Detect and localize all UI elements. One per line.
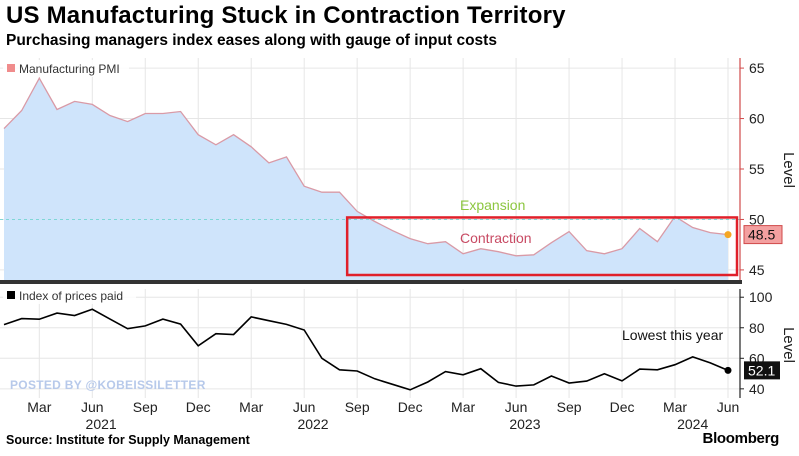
pmi-legend-label: Manufacturing PMI [19, 62, 120, 76]
x-tick-label: Dec [398, 399, 423, 415]
contraction-label: Contraction [460, 230, 532, 246]
chart-subtitle: Purchasing managers index eases along wi… [6, 32, 497, 49]
pmi-area [4, 78, 728, 280]
x-tick-label: Dec [186, 399, 211, 415]
x-tick-label: Sep [345, 399, 370, 415]
x-tick-label: Jun [717, 399, 740, 415]
x-tick-label: Sep [133, 399, 158, 415]
pmi-last-value-box [743, 225, 783, 245]
pmi-y-tick-label: 55 [749, 161, 765, 177]
prices-legend-label: Index of prices paid [19, 289, 123, 303]
prices-legend-bg [3, 287, 136, 304]
prices-y-tick-label: 40 [749, 381, 765, 397]
x-year-label: 2022 [297, 416, 328, 432]
pmi-legend-bg [3, 60, 129, 77]
pmi-y-tick-label: 45 [749, 262, 765, 278]
pmi-y-tick-label: 50 [749, 211, 765, 227]
prices-paid-line [3, 308, 729, 391]
prices-y-tick-label: 80 [749, 320, 765, 336]
prices-y-axis-label: Level [780, 327, 797, 363]
prices-last-value-box [744, 361, 780, 380]
contraction-highlight-box [345, 216, 739, 277]
prices-endpoint-dot [724, 366, 732, 374]
x-tick-label: Jun [81, 399, 104, 415]
x-year-label: 2024 [677, 416, 708, 432]
chart-labels: Manufacturing PMI Index of prices paid Exp… [3, 60, 783, 380]
source-note: Source: Institute for Supply Management [6, 433, 250, 447]
prices-legend-swatch [7, 291, 15, 299]
pmi-y-axis-label: Level [780, 152, 797, 188]
x-tick-label: Mar [451, 399, 475, 415]
lowest-this-year-label: Lowest this year [622, 327, 723, 343]
expansion-label: Expansion [460, 197, 525, 213]
x-tick-label: Mar [239, 399, 263, 415]
data-marks [724, 231, 732, 374]
pmi-last-value: 48.5 [748, 227, 775, 243]
x-tick-label: Sep [557, 399, 582, 415]
x-tick-label: Mar [27, 399, 51, 415]
pmi-y-tick-label: 60 [749, 111, 765, 127]
x-year-label: 2023 [509, 416, 540, 432]
panel-separator [0, 280, 742, 284]
x-tick-label: Jun [505, 399, 528, 415]
prices-y-tick-label: 100 [749, 289, 773, 305]
chart-title: US Manufacturing Stuck in Contraction Te… [6, 2, 566, 29]
pmi-endpoint-dot [724, 231, 732, 239]
x-tick-label: Mar [663, 399, 687, 415]
x-tick-label: Dec [610, 399, 635, 415]
bloomberg-logo: Bloomberg [702, 430, 780, 447]
watermark: POSTED BY @KOBEISSILETTER [10, 378, 206, 392]
x-year-label: 2021 [86, 416, 117, 432]
x-tick-label: Jun [293, 399, 316, 415]
pmi-y-tick-label: 65 [749, 60, 765, 76]
prices-last-value: 52.1 [748, 362, 775, 378]
pmi-legend-swatch [7, 64, 15, 72]
